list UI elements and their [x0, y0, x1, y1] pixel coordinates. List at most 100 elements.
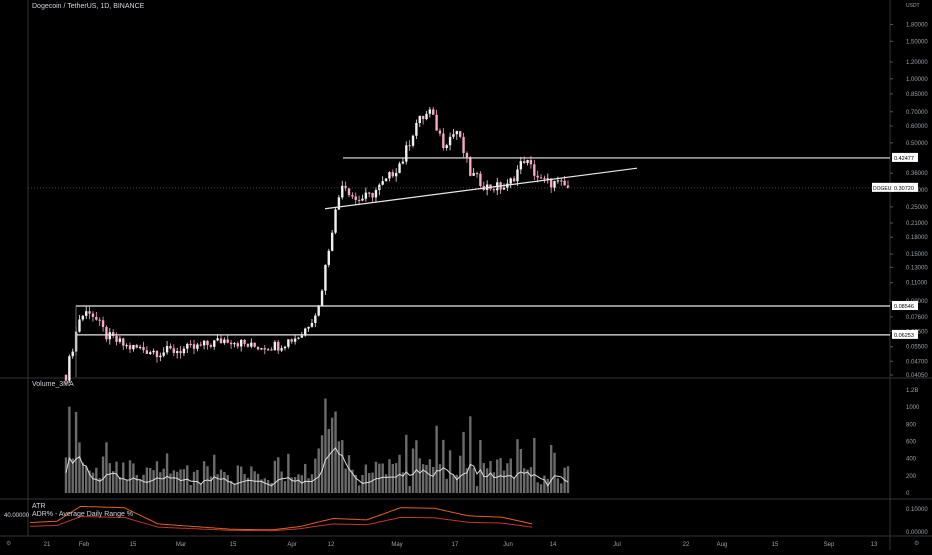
- volume-bar: [472, 467, 475, 493]
- volume-bar: [324, 398, 327, 493]
- settings-icon[interactable]: ⚙: [6, 541, 12, 547]
- volume-bar: [138, 479, 142, 493]
- candle-body: [418, 115, 421, 124]
- volume-tick-label: 0: [906, 491, 910, 497]
- candle-body: [411, 135, 415, 146]
- volume-bar: [438, 464, 442, 493]
- time-axis-label: 13: [871, 542, 878, 548]
- volume-bar: [519, 449, 523, 493]
- volume-bar: [512, 477, 516, 493]
- volume-pane-label: Volume_3MA: [32, 381, 74, 388]
- volume-bar: [256, 473, 260, 493]
- volume-bar: [223, 472, 226, 493]
- volume-bar: [388, 459, 391, 493]
- candle-body: [506, 183, 509, 188]
- candle-body: [509, 178, 512, 184]
- price-tick-label: 0.04700: [906, 359, 928, 365]
- time-axis-label: May: [391, 542, 402, 548]
- level-price-label: 0.06253: [894, 333, 914, 339]
- candle-body: [337, 197, 341, 210]
- volume-bar: [122, 462, 125, 493]
- candle-body: [186, 343, 189, 349]
- volume-tick-label: 400: [906, 457, 917, 463]
- volume-bar: [290, 477, 293, 493]
- candle-body: [239, 339, 243, 347]
- candle-body: [287, 339, 290, 347]
- volume-bar: [128, 460, 132, 493]
- price-tick-label: 1.80000: [906, 23, 928, 29]
- candle-body: [85, 311, 88, 316]
- volume-tick-label: 200: [906, 474, 917, 480]
- volume-bar: [179, 469, 182, 493]
- volume-ma-line: [65, 447, 569, 487]
- volume-bar: [88, 470, 91, 493]
- volume-bar: [253, 471, 256, 493]
- volume-bar: [250, 466, 253, 493]
- volume-bar: [152, 470, 155, 493]
- volume-bar: [469, 416, 472, 493]
- volume-bar: [543, 475, 546, 493]
- volume-bar: [391, 463, 395, 493]
- volume-bar: [165, 453, 169, 493]
- volume-bar: [115, 461, 118, 493]
- volume-bar: [280, 471, 283, 493]
- volume-bar: [411, 448, 415, 493]
- candle-body: [118, 338, 122, 342]
- volume-bar: [344, 468, 347, 493]
- candles-group: [64, 106, 570, 384]
- volume-bar: [189, 484, 192, 493]
- candle-body: [563, 180, 566, 186]
- candle-body: [277, 341, 280, 351]
- candle-body: [354, 196, 357, 200]
- candle-body: [111, 332, 115, 336]
- candle-body: [408, 145, 411, 147]
- volume-bar: [159, 472, 162, 493]
- candle-body: [71, 351, 74, 357]
- candle-body: [297, 337, 300, 339]
- chart-title: Dogecoin / TetherUS, 1D, BINANCE: [32, 3, 145, 10]
- candle-body: [394, 172, 398, 177]
- candle-body: [108, 332, 111, 340]
- trendline: [324, 167, 638, 210]
- candle-body: [189, 343, 192, 345]
- candle-body: [256, 346, 260, 350]
- volume-bar: [317, 448, 320, 493]
- volume-bar: [371, 472, 374, 493]
- candle-body: [293, 338, 297, 342]
- price-tick-label: 1.20000: [906, 60, 928, 66]
- candle-body: [442, 133, 445, 149]
- candle-body: [432, 109, 435, 115]
- candle-body: [280, 348, 283, 351]
- candle-body: [290, 339, 293, 342]
- volume-bar: [266, 480, 270, 493]
- settings-icon[interactable]: ⚙: [914, 541, 920, 547]
- candle-body: [300, 335, 304, 338]
- adr-pane-label-short: ATR: [32, 503, 46, 510]
- volume-bar: [300, 475, 304, 493]
- candle-body: [523, 161, 526, 163]
- candle-body: [162, 352, 165, 356]
- candle-body: [421, 115, 425, 120]
- candle-body: [310, 322, 314, 327]
- candle-body: [519, 161, 523, 170]
- candle-body: [125, 345, 128, 347]
- adr-tick-label: 0.10000: [906, 507, 928, 513]
- volume-bar: [81, 462, 85, 493]
- volume-bar: [516, 439, 519, 493]
- candle-body: [253, 342, 256, 347]
- price-tick-label: 0.21000: [906, 221, 928, 227]
- candle-body: [165, 345, 169, 353]
- volume-bar: [347, 455, 351, 493]
- price-tick-label: 0.05500: [906, 345, 928, 351]
- time-axis-label: Aug: [717, 542, 728, 548]
- volume-bar: [425, 464, 428, 493]
- volume-bar: [445, 478, 448, 493]
- volume-bar: [384, 474, 388, 493]
- candle-body: [560, 180, 563, 182]
- candle-body: [327, 250, 330, 265]
- level-price-label: 0.08546: [894, 304, 914, 310]
- candle-body: [149, 352, 152, 354]
- volume-bar: [448, 450, 452, 493]
